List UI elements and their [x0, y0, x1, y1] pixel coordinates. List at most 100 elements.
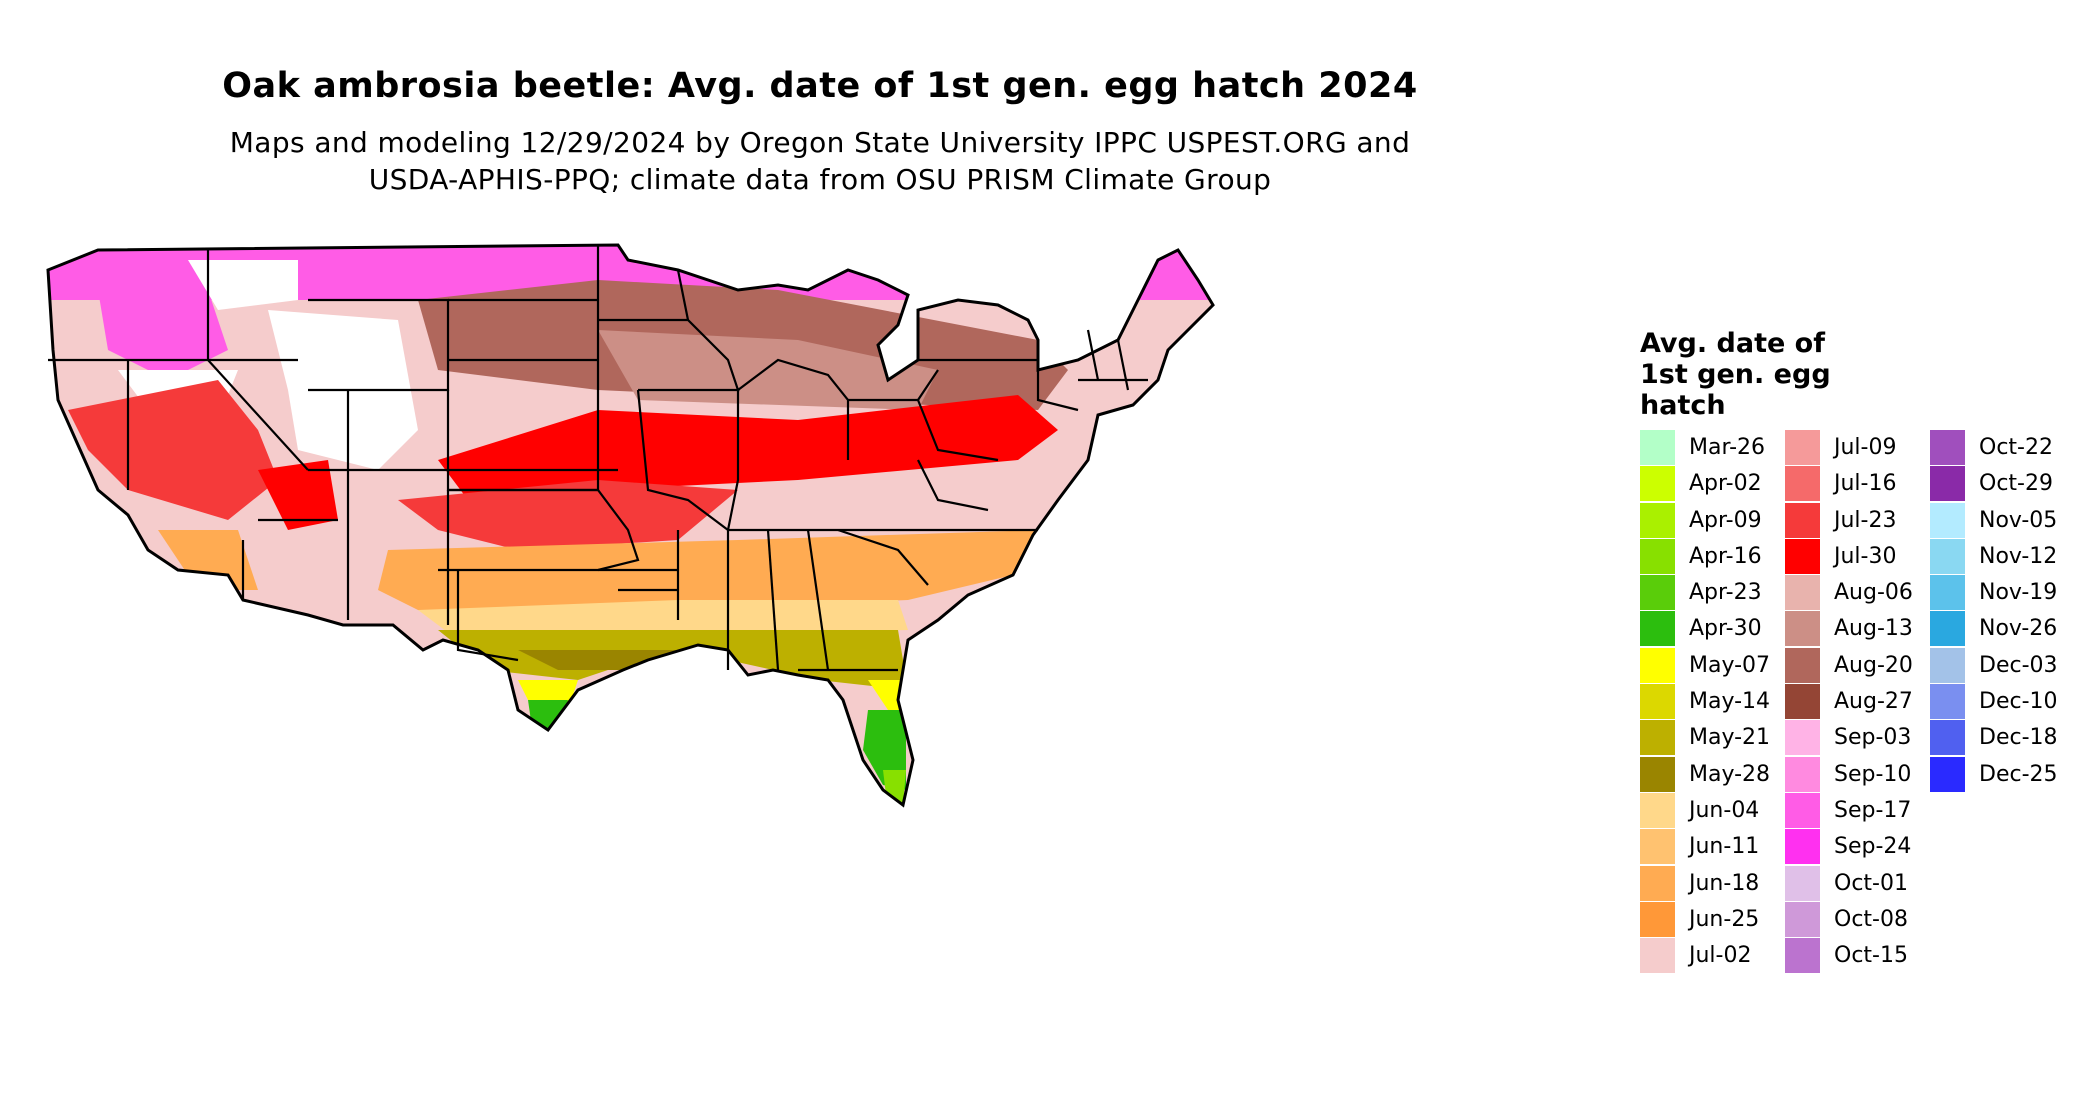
legend-swatch: [1640, 466, 1675, 502]
legend-label: Jul-02: [1689, 943, 1752, 969]
legend-item: Jul-16: [1785, 466, 1935, 502]
legend-label: Sep-03: [1834, 725, 1912, 751]
legend-swatch: [1930, 502, 1965, 538]
legend-swatch: [1785, 538, 1820, 574]
legend-item: Sep-03: [1785, 720, 1935, 756]
legend-swatch: [1785, 575, 1820, 611]
legend-item: Dec-25: [1930, 756, 2080, 793]
legend-label: Aug-27: [1834, 689, 1913, 715]
legend-label: Oct-29: [1979, 471, 2053, 497]
legend-item: Jul-09: [1785, 430, 1935, 466]
legend-label: Jun-18: [1689, 870, 1760, 896]
legend-label: Nov-12: [1979, 543, 2058, 569]
legend-label: Aug-20: [1834, 652, 1913, 678]
legend-title-line-1: Avg. date of: [1640, 328, 1825, 359]
legend-column: Mar-26 Apr-02 Apr-09 Apr-16 Apr-23 Apr-30 May-…: [1640, 430, 1790, 974]
legend-swatch: [1640, 938, 1675, 974]
legend-item: Aug-27: [1785, 684, 1935, 720]
legend-swatch: [1930, 720, 1965, 756]
legend-label: Aug-06: [1834, 580, 1913, 606]
legend-item: Mar-26: [1640, 430, 1790, 466]
legend-item: Aug-13: [1785, 611, 1935, 647]
legend-item: Nov-26: [1930, 611, 2080, 647]
legend-swatch: [1640, 756, 1675, 792]
legend-item: Dec-18: [1930, 720, 2080, 756]
legend-swatch: [1785, 647, 1820, 683]
legend-swatch: [1930, 684, 1965, 720]
legend-swatch: [1785, 792, 1820, 828]
legend-item: Jun-04: [1640, 792, 1790, 829]
legend-swatch: [1785, 829, 1820, 865]
legend-item: Nov-05: [1930, 502, 2080, 539]
legend-swatch: [1640, 430, 1675, 465]
legend-label: Sep-10: [1834, 761, 1912, 787]
legend-swatch: [1785, 865, 1820, 901]
legend-label: Dec-10: [1979, 689, 2058, 715]
legend-column: Oct-22 Oct-29 Nov-05 Nov-12 Nov-19 Nov-26 Dec-…: [1930, 430, 2080, 793]
legend-swatch: [1785, 684, 1820, 720]
legend-swatch: [1930, 611, 1965, 647]
legend-swatch: [1785, 720, 1820, 756]
legend-swatch: [1930, 430, 1965, 465]
legend-swatch: [1640, 720, 1675, 756]
legend-label: Sep-24: [1834, 834, 1912, 860]
legend-label: Jul-23: [1834, 507, 1897, 533]
legend-item: Dec-03: [1930, 647, 2080, 684]
legend-swatch: [1785, 756, 1820, 792]
legend-item: Oct-01: [1785, 865, 1935, 902]
legend-item: Apr-16: [1640, 538, 1790, 575]
legend-swatch: [1930, 756, 1965, 792]
legend-swatch: [1785, 901, 1820, 937]
legend-swatch: [1640, 538, 1675, 574]
legend-item: Jun-25: [1640, 901, 1790, 938]
legend-swatch: [1640, 829, 1675, 865]
state-borders: [48, 245, 1148, 672]
legend-label: Dec-25: [1979, 761, 2058, 787]
legend-label: Jun-11: [1689, 834, 1760, 860]
legend-label: Apr-02: [1689, 471, 1762, 497]
legend-item: Nov-19: [1930, 575, 2080, 611]
legend-item: Apr-30: [1640, 611, 1790, 647]
map-subtitle-line-1: Maps and modeling 12/29/2024 by Oregon S…: [229, 126, 1411, 159]
legend-swatch: [1785, 466, 1820, 502]
legend-swatch: [1930, 647, 1965, 683]
legend-item: Apr-09: [1640, 502, 1790, 539]
legend-swatch: [1640, 502, 1675, 538]
legend-item: Jul-23: [1785, 502, 1935, 539]
legend-item: Aug-06: [1785, 575, 1935, 611]
legend-item: Jun-18: [1640, 865, 1790, 902]
legend-item: May-21: [1640, 720, 1790, 756]
legend-item: Oct-15: [1785, 938, 1935, 974]
legend-label: Nov-05: [1979, 507, 2058, 533]
legend-swatch: [1640, 611, 1675, 647]
legend-swatch: [1930, 466, 1965, 502]
legend-swatch: [1640, 684, 1675, 720]
legend-label: Aug-13: [1834, 616, 1913, 642]
legend-title: Avg. date of 1st gen. egg hatch: [1640, 328, 1870, 421]
legend-item: Jun-11: [1640, 829, 1790, 865]
legend-label: Jul-16: [1834, 471, 1897, 497]
legend-item: Oct-08: [1785, 901, 1935, 938]
legend-item: May-28: [1640, 756, 1790, 793]
temperature-bands: [48, 245, 1213, 805]
legend-label: Jul-30: [1834, 543, 1897, 569]
legend-label: Oct-22: [1979, 435, 2053, 460]
legend-item: Apr-23: [1640, 575, 1790, 611]
legend-label: Oct-01: [1834, 870, 1908, 896]
legend-label: Nov-19: [1979, 580, 2058, 606]
legend-label: Mar-26: [1689, 435, 1766, 460]
legend-label: Apr-09: [1689, 507, 1762, 533]
legend-item: Oct-22: [1930, 430, 2080, 466]
legend-item: Apr-02: [1640, 466, 1790, 502]
legend-label: Dec-18: [1979, 725, 2058, 751]
legend-swatch: [1640, 647, 1675, 683]
legend-label: Jun-25: [1689, 906, 1760, 932]
legend-label: Oct-08: [1834, 906, 1908, 932]
legend-swatch: [1930, 575, 1965, 611]
legend-title-line-3: hatch: [1640, 390, 1726, 421]
legend-label: Oct-15: [1834, 943, 1908, 969]
legend-label: Jul-09: [1834, 435, 1897, 460]
legend-item: Dec-10: [1930, 684, 2080, 720]
legend-swatch: [1640, 792, 1675, 828]
legend-item: Sep-10: [1785, 756, 1935, 793]
